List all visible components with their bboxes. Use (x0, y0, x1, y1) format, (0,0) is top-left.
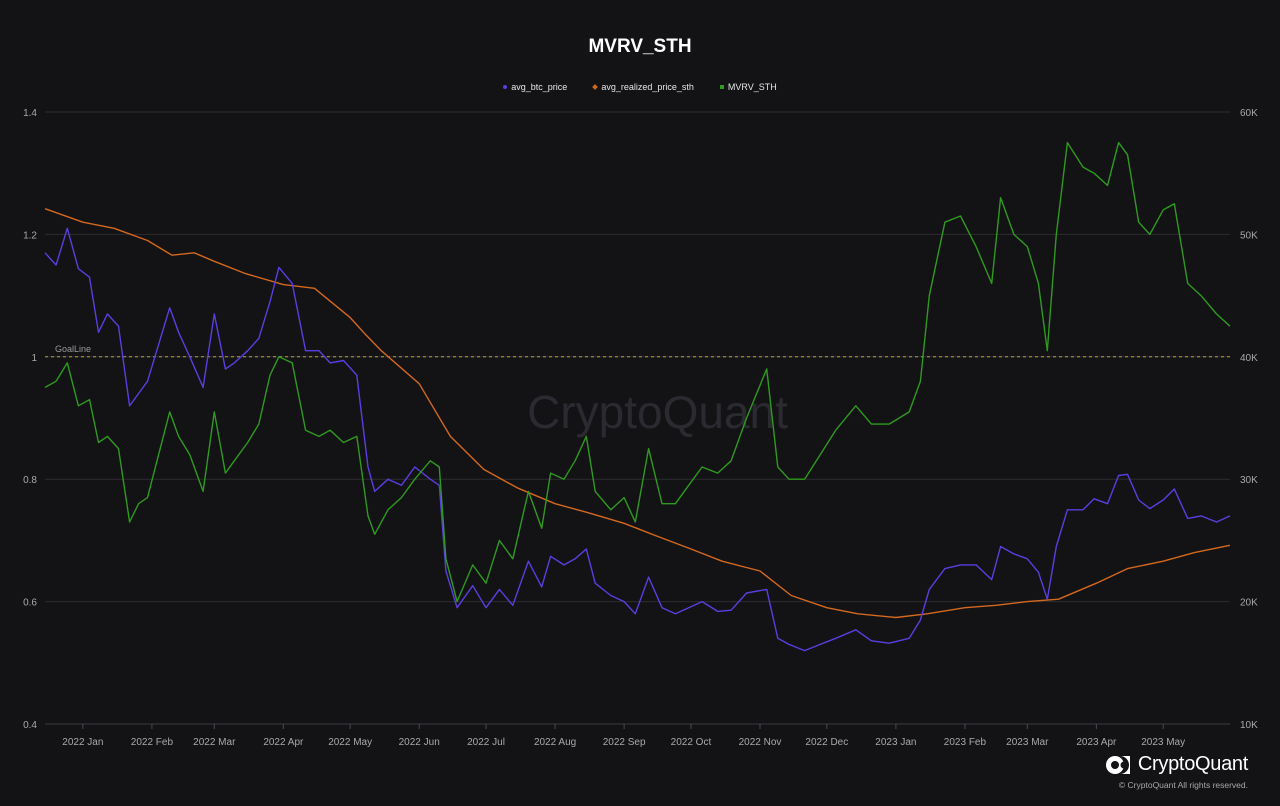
y-right-tick-label: 50K (1240, 230, 1258, 241)
series-line-mvrv-sth (44, 141, 1231, 603)
x-tick-label: 2023 Apr (1076, 737, 1117, 748)
y-right-tick-label: 40K (1240, 353, 1258, 364)
x-tick-label: 2023 Mar (1006, 737, 1049, 748)
legend-swatch-btc-price (503, 85, 508, 89)
legend-label-mvrv: MVRV_STH (727, 82, 777, 92)
chart-legend: avg_btc_price avg_realized_price_sth MVR… (0, 82, 1280, 92)
legend-item-realized-price[interactable]: avg_realized_price_sth (592, 82, 694, 92)
x-tick-label: 2022 Apr (263, 737, 304, 748)
cryptoquant-logo-icon (1105, 755, 1130, 774)
legend-swatch-mvrv (719, 85, 724, 89)
legend-label-realized-price: avg_realized_price_sth (601, 82, 694, 92)
watermark-text: CryptoQuant (527, 386, 788, 438)
x-tick-label: 2023 Feb (944, 737, 987, 748)
legend-item-mvrv[interactable]: MVRV_STH (719, 82, 777, 92)
legend-item-btc-price[interactable]: avg_btc_price (503, 82, 567, 92)
brand-logo-block: CryptoQuant (1105, 753, 1248, 776)
chart-title: MVRV_STH (588, 36, 692, 57)
legend-label-btc-price: avg_btc_price (511, 82, 568, 92)
y-left-tick-label: 1 (31, 353, 37, 364)
y-left-tick-label: 0.4 (23, 720, 37, 731)
goal-line-label: GoalLine (55, 344, 91, 354)
copyright-text: © CryptoQuant All rights reserved. (1118, 780, 1248, 790)
x-tick-label: 2022 Mar (193, 737, 236, 748)
y-left-tick-label: 1.4 (23, 108, 37, 119)
x-tick-label: 2022 Dec (805, 737, 848, 748)
x-tick-label: 2022 Feb (131, 737, 174, 748)
x-tick-label: 2022 Oct (671, 737, 712, 748)
y-right-tick-label: 20K (1240, 598, 1258, 609)
x-tick-label: 2022 Nov (739, 737, 782, 748)
y-right-tick-label: 10K (1240, 720, 1258, 731)
y-right-tick-label: 60K (1240, 108, 1258, 119)
x-tick-label: 2022 Sep (603, 737, 646, 748)
x-tick-label: 2022 Jul (467, 737, 505, 748)
y-right-tick-label: 30K (1240, 475, 1258, 486)
x-tick-label: 2023 Jan (875, 737, 916, 748)
brand-name: CryptoQuant (1137, 753, 1248, 775)
y-left-tick-label: 1.2 (23, 230, 37, 241)
y-left-tick-label: 0.8 (23, 475, 37, 486)
x-tick-label: 2022 Jan (62, 737, 103, 748)
x-tick-label: 2022 Aug (534, 737, 576, 748)
series-line-avg-realized-price-sth (44, 208, 1231, 619)
x-tick-label: 2022 Jun (399, 737, 440, 748)
x-tick-label: 2023 May (1141, 737, 1185, 748)
y-left-tick-label: 0.6 (23, 598, 37, 609)
series-line-avg-btc-price (44, 227, 1231, 652)
x-tick-label: 2022 May (328, 737, 372, 748)
